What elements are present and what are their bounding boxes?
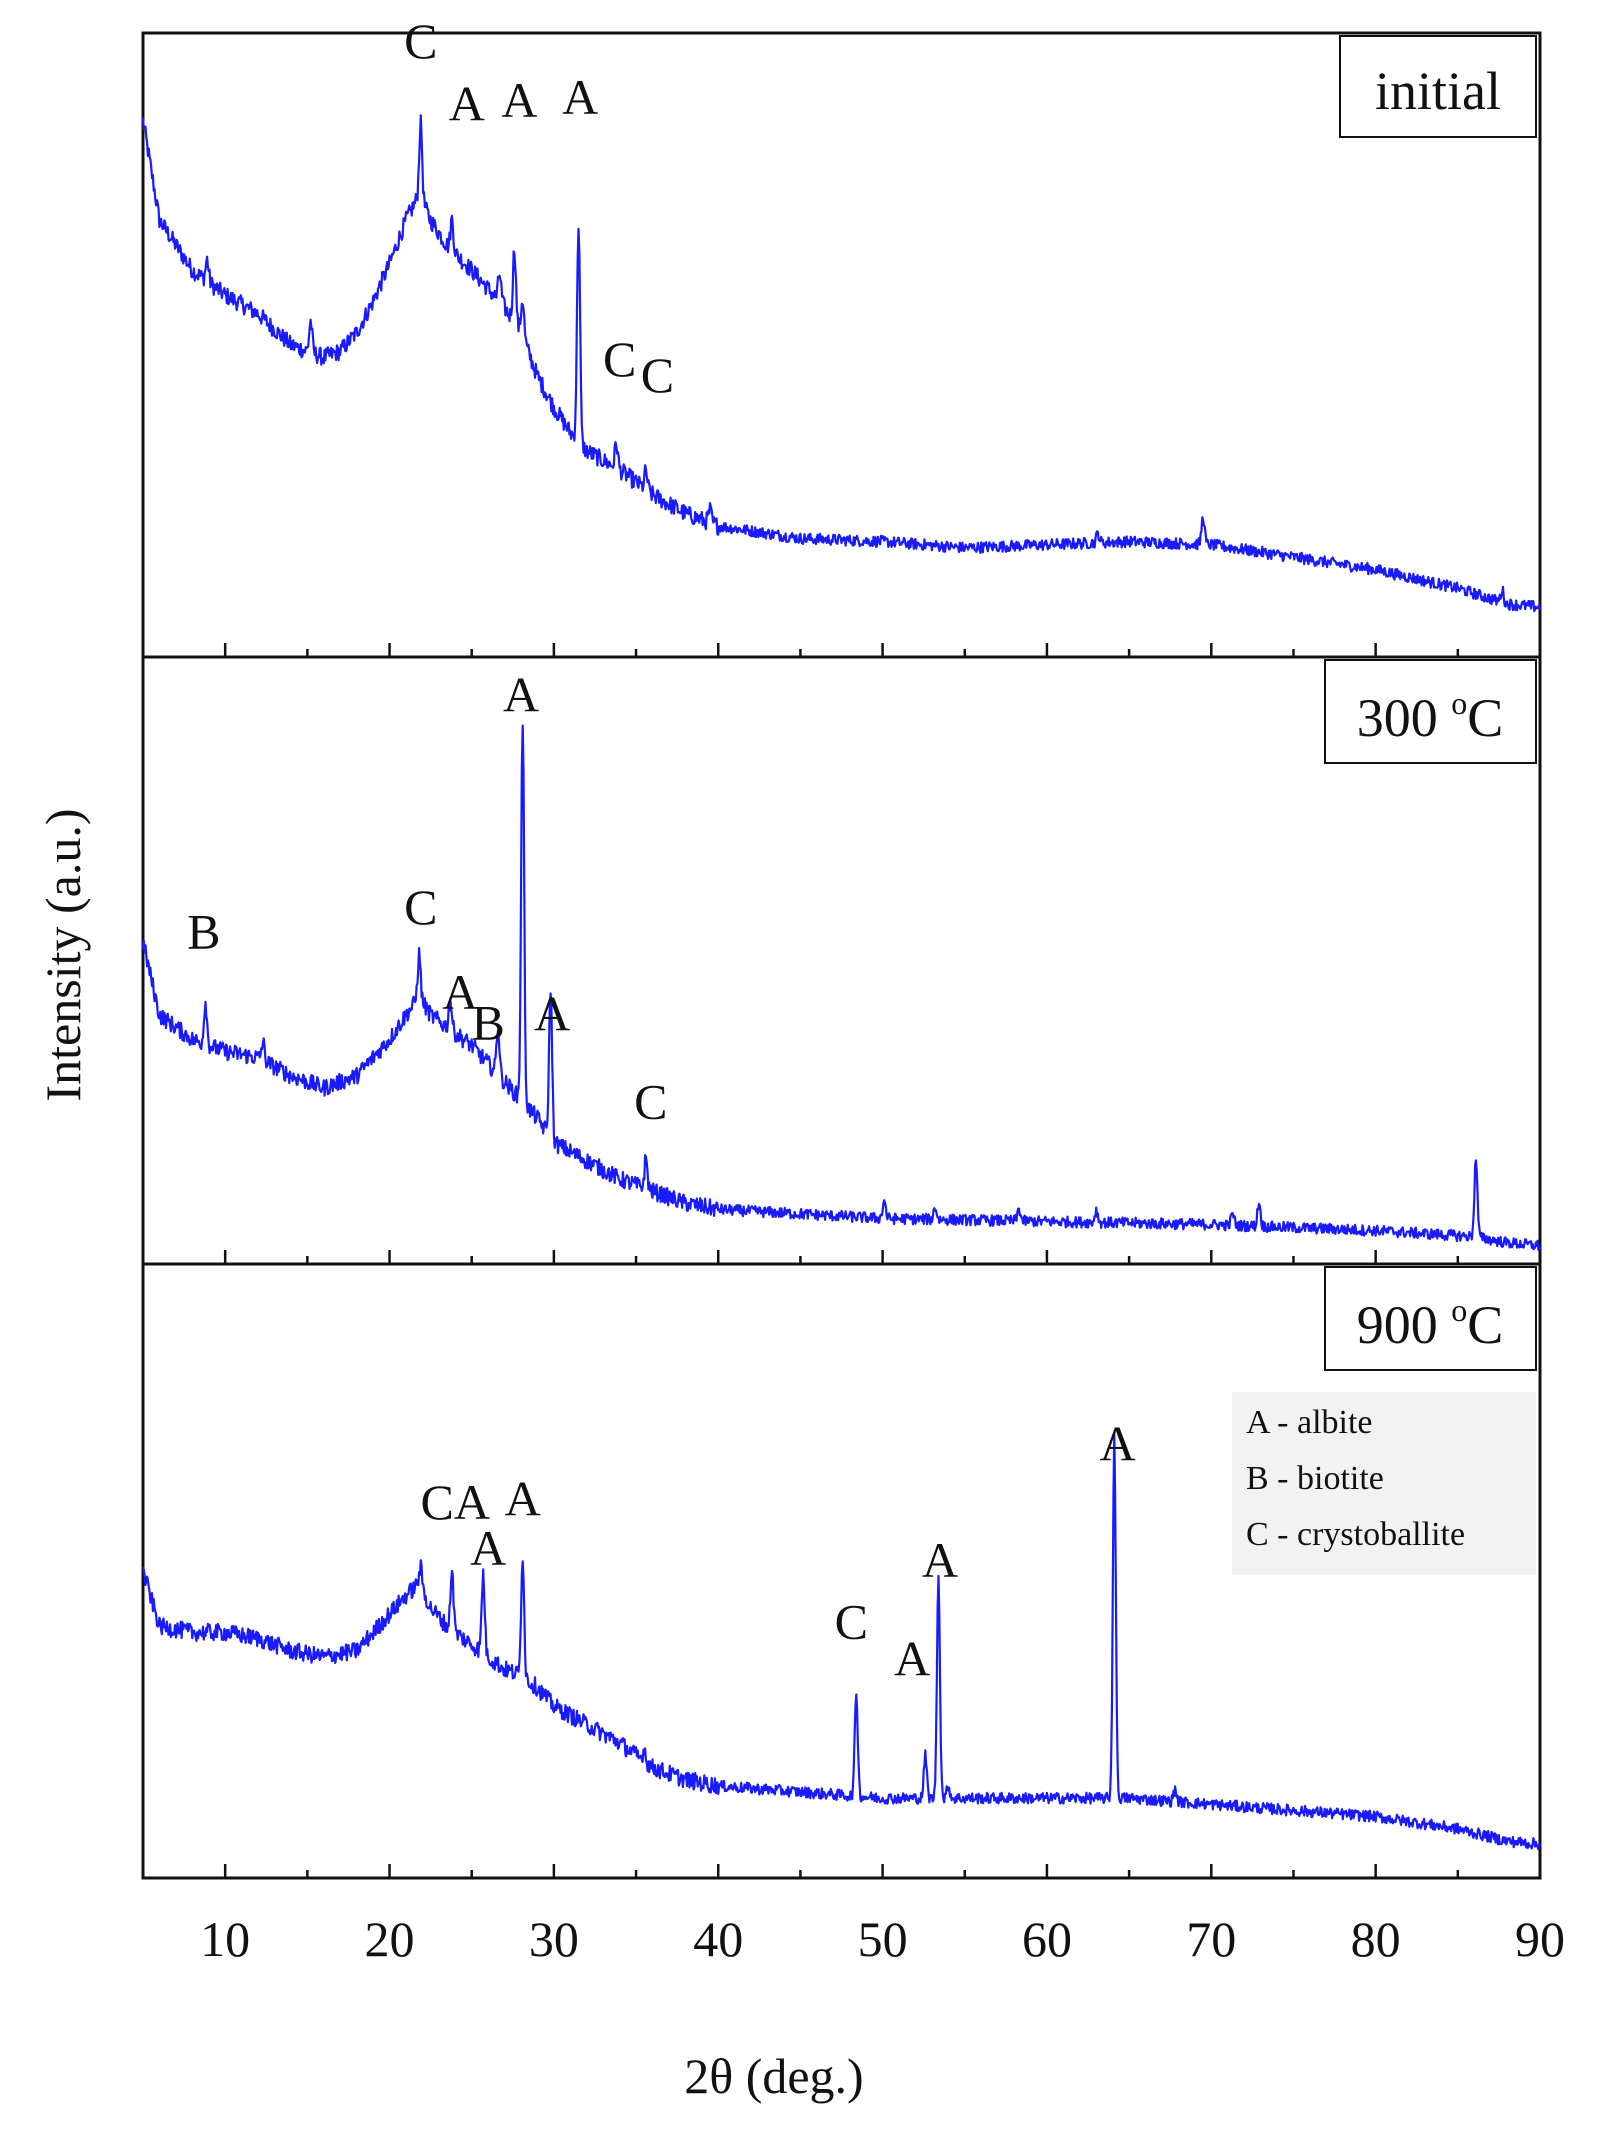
- annotation-300C-1: C: [404, 879, 437, 935]
- annotation-900C-5: A: [922, 1532, 958, 1588]
- panel-label-initial-text: initial: [1375, 61, 1501, 121]
- annotation-initial-3: A: [562, 69, 598, 125]
- panel-label-900C-text: 900 oC: [1357, 1292, 1504, 1355]
- x-tick-label-10: 10: [200, 1911, 250, 1967]
- annotation-300C-5: A: [534, 985, 570, 1041]
- panel-label-300C-value: 300: [1357, 688, 1452, 748]
- annotation-300C-3: B: [471, 994, 504, 1050]
- panel-label-900C-value: 900: [1357, 1295, 1452, 1355]
- annotation-900C-3: C: [835, 1594, 868, 1650]
- x-tick-label-80: 80: [1351, 1911, 1401, 1967]
- annotation-initial-1: A: [449, 75, 485, 131]
- annotation-initial-4: C: [603, 331, 636, 387]
- legend: A - albite B - biotite C - crystoballite: [1232, 1392, 1536, 1575]
- annotation-900C-2: A: [505, 1471, 541, 1527]
- legend-entry-crystoballite: C - crystoballite: [1246, 1516, 1465, 1553]
- x-tick-label-70: 70: [1186, 1911, 1236, 1967]
- annotation-300C-2: A: [442, 964, 478, 1020]
- x-tick-label-90: 90: [1515, 1911, 1565, 1967]
- annotation-900C-0: CA: [421, 1474, 490, 1530]
- legend-entry-biotite: B - biotite: [1246, 1460, 1384, 1497]
- x-axis-label: 2θ (deg.): [684, 2048, 863, 2104]
- x-tick-label-50: 50: [858, 1911, 908, 1967]
- panel-label-900C: 900 oC: [1324, 1266, 1537, 1371]
- legend-background: [1232, 1392, 1536, 1575]
- y-axis-label: Intensity (a.u.): [35, 809, 91, 1102]
- annotation-900C-1: A: [470, 1520, 506, 1576]
- panel-label-300C-degree: o: [1451, 685, 1467, 721]
- pattern-initial: [141, 114, 1542, 613]
- xrd-patterns: [141, 114, 1542, 1851]
- panel-label-900C-unit: C: [1467, 1295, 1503, 1355]
- pattern-300C: [141, 724, 1542, 1251]
- x-axis-ticks: 10 20 30 40 50 60 70 80 90: [141, 643, 1565, 1967]
- panel-label-300C: 300 oC: [1324, 659, 1537, 764]
- annotation-initial-5: C: [641, 347, 674, 403]
- panel-label-300C-text: 300 oC: [1357, 685, 1504, 748]
- annotation-initial-2: A: [501, 72, 537, 128]
- annotation-900C-6: A: [1100, 1415, 1136, 1471]
- annotation-initial-0: C: [404, 13, 437, 69]
- annotation-300C-4: A: [503, 667, 539, 723]
- annotation-300C-6: C: [634, 1073, 667, 1129]
- pattern-900C: [141, 1431, 1542, 1851]
- annotation-300C-0: B: [187, 903, 220, 959]
- legend-entry-albite: A - albite: [1246, 1404, 1373, 1441]
- panel-label-300C-unit: C: [1467, 688, 1503, 748]
- panel-label-initial: initial: [1339, 35, 1537, 138]
- panel-label-900C-degree: o: [1451, 1292, 1467, 1328]
- annotation-900C-4: A: [894, 1630, 930, 1686]
- x-tick-label-30: 30: [529, 1911, 579, 1967]
- x-tick-label-40: 40: [693, 1911, 743, 1967]
- x-tick-label-20: 20: [365, 1911, 415, 1967]
- x-tick-label-60: 60: [1022, 1911, 1072, 1967]
